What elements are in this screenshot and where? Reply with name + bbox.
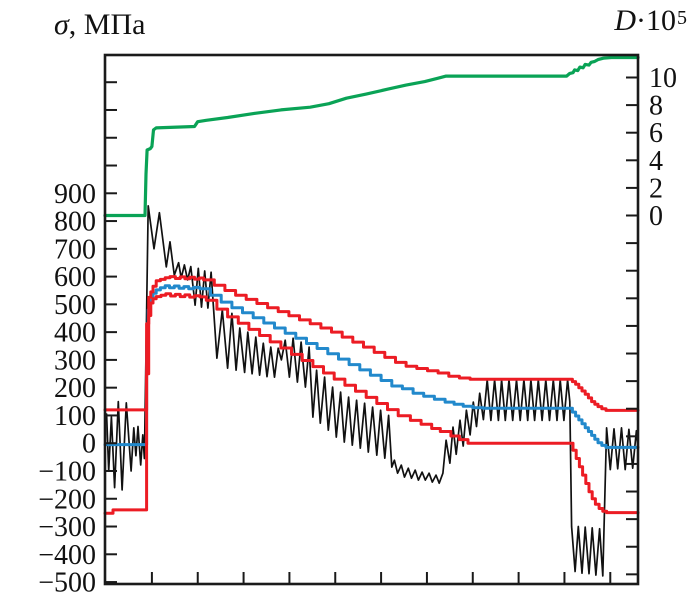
left-tick-label: 800 xyxy=(54,207,96,238)
left-tick-label: 0 xyxy=(82,429,96,460)
left-tick-label: 400 xyxy=(54,318,96,349)
left-axis-title: σ, МПа xyxy=(54,10,145,40)
left-tick-label: 700 xyxy=(54,234,96,265)
right-tick-label: 6 xyxy=(649,118,663,149)
left-tick-label: −200 xyxy=(38,484,96,515)
sigma-symbol: σ xyxy=(54,8,69,41)
left-tick-label: 900 xyxy=(54,179,96,210)
right-tick-label: 2 xyxy=(649,173,663,204)
right-tick-label: 8 xyxy=(649,91,663,122)
left-tick-label: −400 xyxy=(38,540,96,571)
left-tick-label: 300 xyxy=(54,345,96,376)
right-tick-label: 10 xyxy=(649,63,677,94)
right-axis-mult: ·10 xyxy=(636,4,676,37)
right-tick-label: 4 xyxy=(649,146,663,177)
left-axis-units: , МПа xyxy=(68,8,146,41)
series-mean-stress xyxy=(103,284,640,449)
right-axis-title: D·105 xyxy=(614,6,687,36)
right-axis-exponent: 5 xyxy=(677,7,687,29)
left-tick-label: −500 xyxy=(38,568,96,599)
right-tick-label: 0 xyxy=(649,201,663,232)
damage-symbol: D xyxy=(614,4,636,37)
series-damage-curve xyxy=(103,55,640,218)
left-tick-label: 500 xyxy=(54,290,96,321)
plot-frame xyxy=(103,53,640,586)
left-tick-label: 600 xyxy=(54,262,96,293)
left-tick-label: 200 xyxy=(54,373,96,404)
series-lower-envelope xyxy=(103,292,640,515)
left-tick-label: −100 xyxy=(38,457,96,488)
left-tick-label: −300 xyxy=(38,512,96,543)
series-stress-history xyxy=(104,204,639,577)
series-upper-envelope xyxy=(103,275,640,412)
left-tick-label: 100 xyxy=(54,401,96,432)
